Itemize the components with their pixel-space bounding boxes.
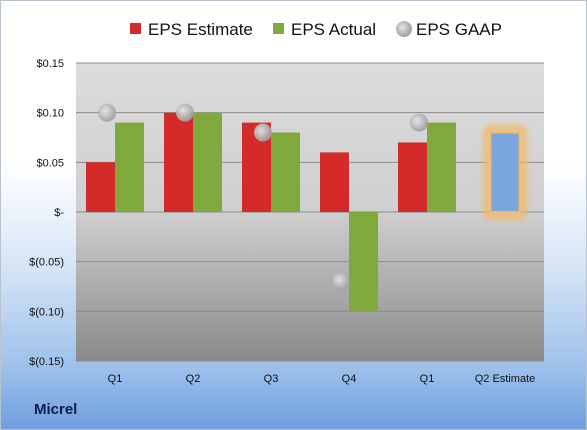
legend-swatch xyxy=(130,23,141,34)
x-tick-label: Q2 xyxy=(186,373,201,385)
y-tick-label: $0.15 xyxy=(36,58,64,70)
marker-eps-gaap xyxy=(254,123,272,142)
bar-estimate-glow xyxy=(483,125,527,219)
bar-eps-estimate-next xyxy=(489,131,521,214)
y-tick-label: $0.05 xyxy=(36,157,64,169)
company-name: Micrel xyxy=(34,401,78,418)
bar-eps-estimate xyxy=(320,152,349,212)
bar-eps-estimate xyxy=(86,162,115,212)
x-tick-label: Q1 xyxy=(108,373,123,385)
y-tick-label: $(0.10) xyxy=(29,306,64,318)
bar-eps-actual xyxy=(193,112,222,212)
y-tick-label: $(0.05) xyxy=(29,257,64,269)
bar-eps-actual xyxy=(427,122,456,212)
bar-eps-estimate xyxy=(398,142,427,212)
y-tick-label: $(0.15) xyxy=(29,356,64,368)
legend-swatch xyxy=(396,21,412,37)
marker-eps-gaap xyxy=(98,103,116,122)
marker-eps-gaap xyxy=(176,103,194,122)
x-tick-label: Q3 xyxy=(264,373,279,385)
legend-label: EPS Actual xyxy=(291,20,376,39)
marker-eps-gaap xyxy=(410,113,428,132)
bar-eps-actual xyxy=(349,212,378,312)
x-tick-label: Q2 Estimate xyxy=(475,373,536,385)
legend-label: EPS GAAP xyxy=(416,20,502,39)
bar-eps-estimate xyxy=(164,112,193,212)
y-tick-label: $- xyxy=(54,207,64,219)
marker-eps-gaap xyxy=(332,272,350,291)
x-tick-label: Q4 xyxy=(342,373,357,385)
legend-swatch xyxy=(273,23,284,34)
bar-eps-actual xyxy=(115,122,144,212)
y-tick-label: $0.10 xyxy=(36,108,64,120)
bar-eps-actual xyxy=(271,132,300,212)
legend-label: EPS Estimate xyxy=(148,20,253,39)
x-tick-label: Q1 xyxy=(420,373,435,385)
